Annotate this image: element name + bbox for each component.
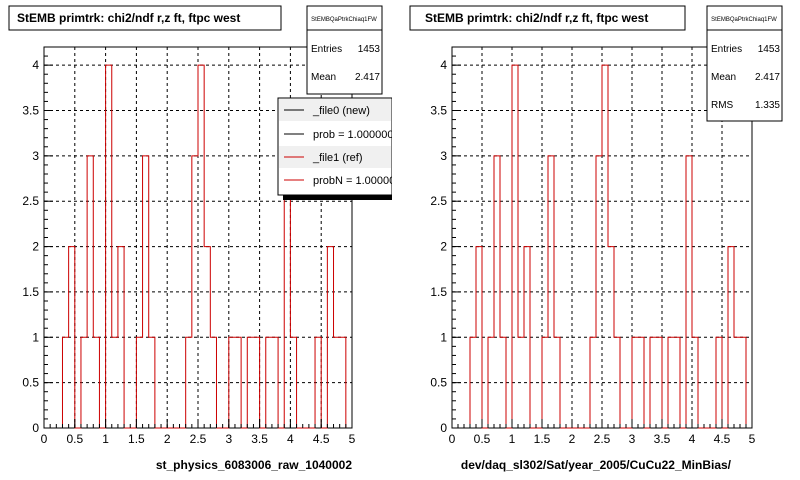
right-stats-entries-label: Entries (711, 44, 742, 55)
right-stats-rms-value: 1.335 (755, 100, 780, 111)
y-tick-label: 0.5 (22, 376, 39, 390)
x-tick-label: 1.5 (128, 432, 145, 446)
y-tick-label: 2 (440, 240, 447, 254)
y-tick-label: 1 (32, 330, 39, 344)
x-tick-label: 5 (349, 432, 356, 446)
x-tick-label: 5 (749, 432, 756, 446)
right-axes: 0 0.5 1 1.5 2 2.5 3 3.5 4 4.5 5 0 0.5 1 1.5 2 2.5 3 3.5 4 (430, 46, 756, 446)
left-chart-title: StEMB primtrk: chi2/ndf r,z ft, ftpc wes… (17, 11, 240, 25)
x-tick-label: 1 (102, 432, 109, 446)
right-title-box: StEMB primtrk: chi2/ndf r,z ft, ftpc wes… (409, 5, 686, 31)
x-tick-label: 3 (629, 432, 636, 446)
right-stats-entries-value: 1453 (758, 44, 781, 55)
right-stats-title: StEMBQaPtrkChiaq1FW (711, 17, 777, 23)
y-tick-label: 3 (440, 149, 447, 163)
y-tick-label: 1 (440, 330, 447, 344)
right-stats-box: StEMBQaPtrkChiaq1FW Entries 1453 Mean 2.… (706, 5, 783, 122)
y-tick-label: 4 (32, 58, 39, 72)
y-tick-label: 4 (440, 58, 447, 72)
y-tick-label: 1.5 (22, 285, 39, 299)
x-tick-label: 1.5 (534, 432, 551, 446)
left-stats-box: StEMBQaPtrkChiaq1FW Entries 1453 Mean 2.… (306, 5, 383, 95)
right-stats-mean-label: Mean (711, 72, 736, 83)
x-tick-label: 2.5 (594, 432, 611, 446)
y-tick-label: 2.5 (22, 194, 39, 208)
legend-label-prob: prob = 1.000000 (313, 129, 393, 141)
x-tick-label: 0.5 (66, 432, 83, 446)
right-x-axis-label: dev/daq_sl302/Sat/year_2005/CuCu22_MinBi… (461, 458, 732, 472)
x-tick-label: 2 (569, 432, 576, 446)
left-stats-title: StEMBQaPtrkChiaq1FW (311, 17, 377, 23)
left-title-box: StEMB primtrk: chi2/ndf r,z ft, ftpc wes… (8, 5, 282, 31)
left-legend: _file0 (new) prob = 1.000000 _file1 (ref… (277, 96, 404, 206)
x-tick-label: 1 (509, 432, 516, 446)
legend-label-file1: _file1 (ref) (312, 152, 363, 164)
left-histogram-panel: 0 0.5 1 1.5 2 2.5 3 3.5 4 4.5 5 0 0.5 1 1.5 2 2.5 3 3.5 4 S… (8, 5, 404, 472)
x-tick-label: 3.5 (654, 432, 671, 446)
x-tick-label: 4.5 (714, 432, 731, 446)
left-stats-entries-label: Entries (311, 44, 342, 55)
left-histogram-bars (61, 64, 347, 429)
x-tick-label: 0 (449, 432, 456, 446)
x-tick-label: 4.5 (313, 432, 330, 446)
legend-label-file0: _file0 (new) (312, 105, 370, 117)
right-histogram-bars (469, 64, 747, 429)
x-tick-label: 0 (41, 432, 48, 446)
histogram-outline (61, 64, 347, 429)
x-tick-label: 3.5 (251, 432, 268, 446)
y-tick-label: 1.5 (430, 285, 447, 299)
right-histogram-panel: 0 0.5 1 1.5 2 2.5 3 3.5 4 4.5 5 0 0.5 1 1.5 2 2.5 3 3.5 4 S… (409, 5, 783, 472)
legend-label-probn: probN = 1.000000 (313, 175, 401, 187)
right-chart-title: StEMB primtrk: chi2/ndf r,z ft, ftpc wes… (425, 11, 648, 25)
right-stats-rms-label: RMS (711, 100, 734, 111)
x-tick-label: 2.5 (190, 432, 207, 446)
left-stats-mean-label: Mean (311, 72, 336, 83)
y-tick-label: 0 (440, 421, 447, 435)
left-stats-entries-value: 1453 (358, 44, 381, 55)
left-axes: 0 0.5 1 1.5 2 2.5 3 3.5 4 4.5 5 0 0.5 1 1.5 2 2.5 3 3.5 4 (22, 46, 356, 446)
y-tick-label: 2 (32, 240, 39, 254)
x-tick-label: 4 (689, 432, 696, 446)
right-stats-mean-value: 2.417 (755, 72, 780, 83)
y-tick-label: 0 (32, 421, 39, 435)
x-tick-label: 0.5 (474, 432, 491, 446)
x-tick-label: 4 (287, 432, 294, 446)
histogram-outline (469, 64, 747, 429)
left-x-axis-label: st_physics_6083006_raw_1040002 (156, 458, 352, 472)
y-tick-label: 0.5 (430, 376, 447, 390)
x-tick-label: 3 (225, 432, 232, 446)
y-tick-label: 3.5 (430, 104, 447, 118)
y-tick-label: 3.5 (22, 104, 39, 118)
y-tick-label: 2.5 (430, 194, 447, 208)
x-tick-label: 2 (164, 432, 171, 446)
left-stats-mean-value: 2.417 (355, 72, 380, 83)
y-tick-label: 3 (32, 149, 39, 163)
